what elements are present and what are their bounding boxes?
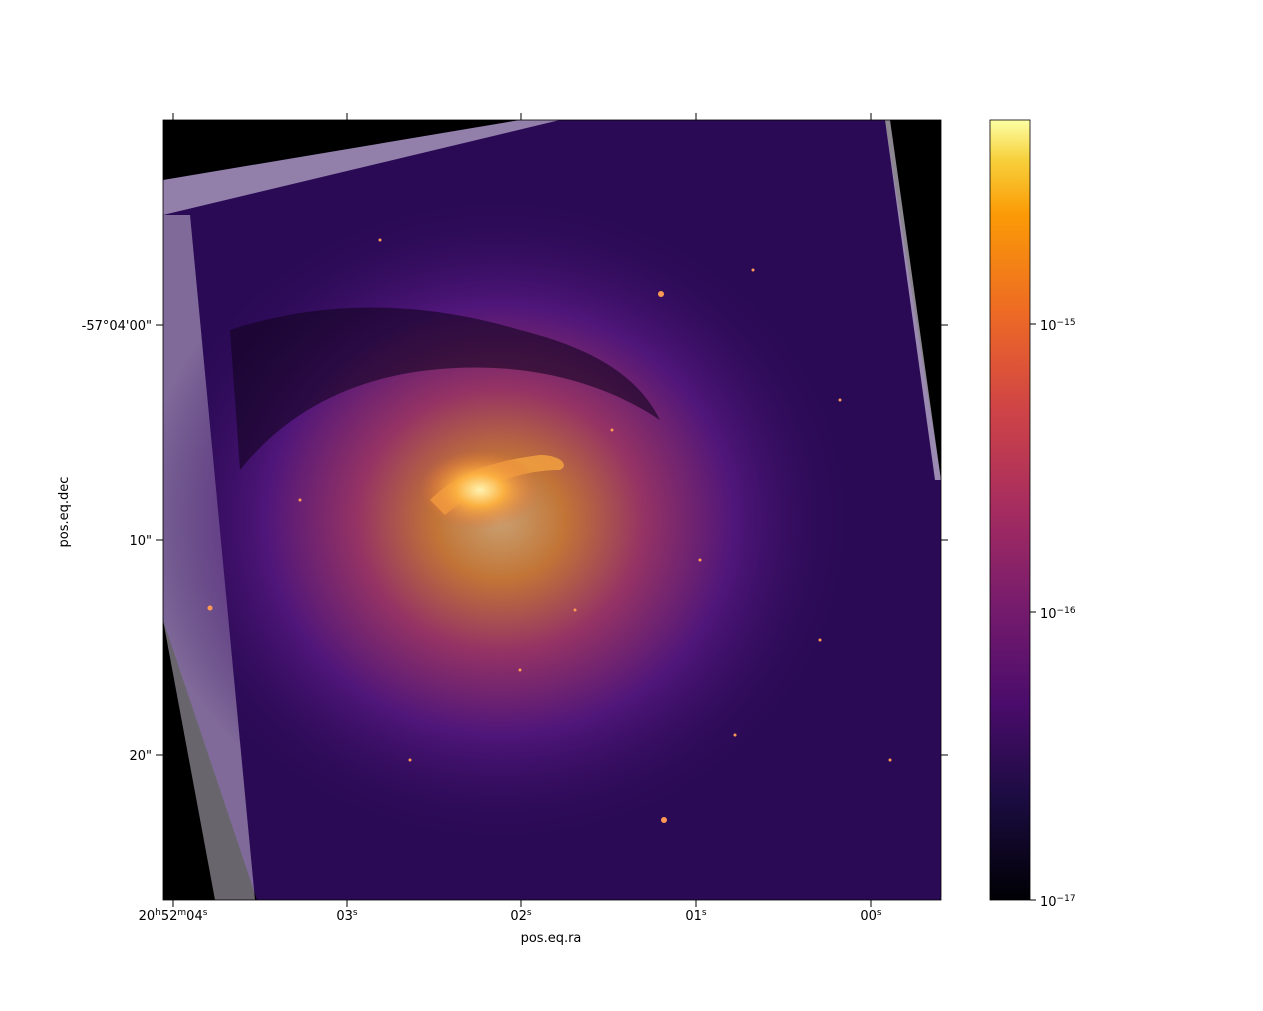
galaxy-nucleus xyxy=(420,450,540,530)
star xyxy=(818,638,822,642)
star xyxy=(888,758,892,762)
star xyxy=(698,558,702,562)
colorbar-tick-label-1: 10−16 xyxy=(1040,606,1076,622)
y-axis-label: pos.eq.dec xyxy=(57,477,72,548)
x-tick-label-2: 02s xyxy=(510,908,532,924)
star-field xyxy=(207,238,892,823)
star xyxy=(298,498,302,502)
x-tick-marks xyxy=(172,113,872,907)
star xyxy=(661,817,667,823)
x-axis-label: pos.eq.ra xyxy=(521,931,582,946)
noisy-edge-top xyxy=(163,120,560,215)
star xyxy=(573,608,577,612)
colorbar: 10−17 10−16 10−15 xyxy=(989,119,1076,910)
star xyxy=(733,733,737,737)
star xyxy=(408,758,412,762)
star xyxy=(838,398,842,402)
colorbar-tick-label-2: 10−15 xyxy=(1040,318,1076,334)
image-frame xyxy=(162,119,942,901)
sky-image xyxy=(163,120,941,900)
y-tick-label-2: -57°04'00" xyxy=(82,319,152,334)
colorbar-gradient xyxy=(989,119,1031,901)
x-tick-label-3: 01s xyxy=(685,908,707,924)
x-tick-label-0: 20h52m04s xyxy=(139,908,208,924)
second-mark: s xyxy=(702,908,707,918)
second-mark: s xyxy=(527,908,532,918)
colorbar-tick-label-0: 10−17 xyxy=(1040,894,1076,910)
y-tick-marks xyxy=(156,324,948,756)
second-mark: s xyxy=(203,908,208,918)
star xyxy=(207,605,213,611)
y-tick-label-0: 20" xyxy=(129,749,152,764)
y-tick-label-1: 10" xyxy=(129,534,152,549)
x-tick-label-1: 03s xyxy=(336,908,358,924)
star xyxy=(610,428,614,432)
x-tick-label-4: 00s xyxy=(860,908,882,924)
star xyxy=(518,668,522,672)
second-mark: s xyxy=(877,908,882,918)
star xyxy=(751,268,755,272)
star xyxy=(658,291,664,297)
hour-mark: h xyxy=(155,908,161,918)
minute-mark: m xyxy=(177,908,186,918)
dust-lane xyxy=(230,307,660,470)
noisy-edge-right xyxy=(885,120,941,480)
star xyxy=(378,238,382,242)
second-mark: s xyxy=(353,908,358,918)
